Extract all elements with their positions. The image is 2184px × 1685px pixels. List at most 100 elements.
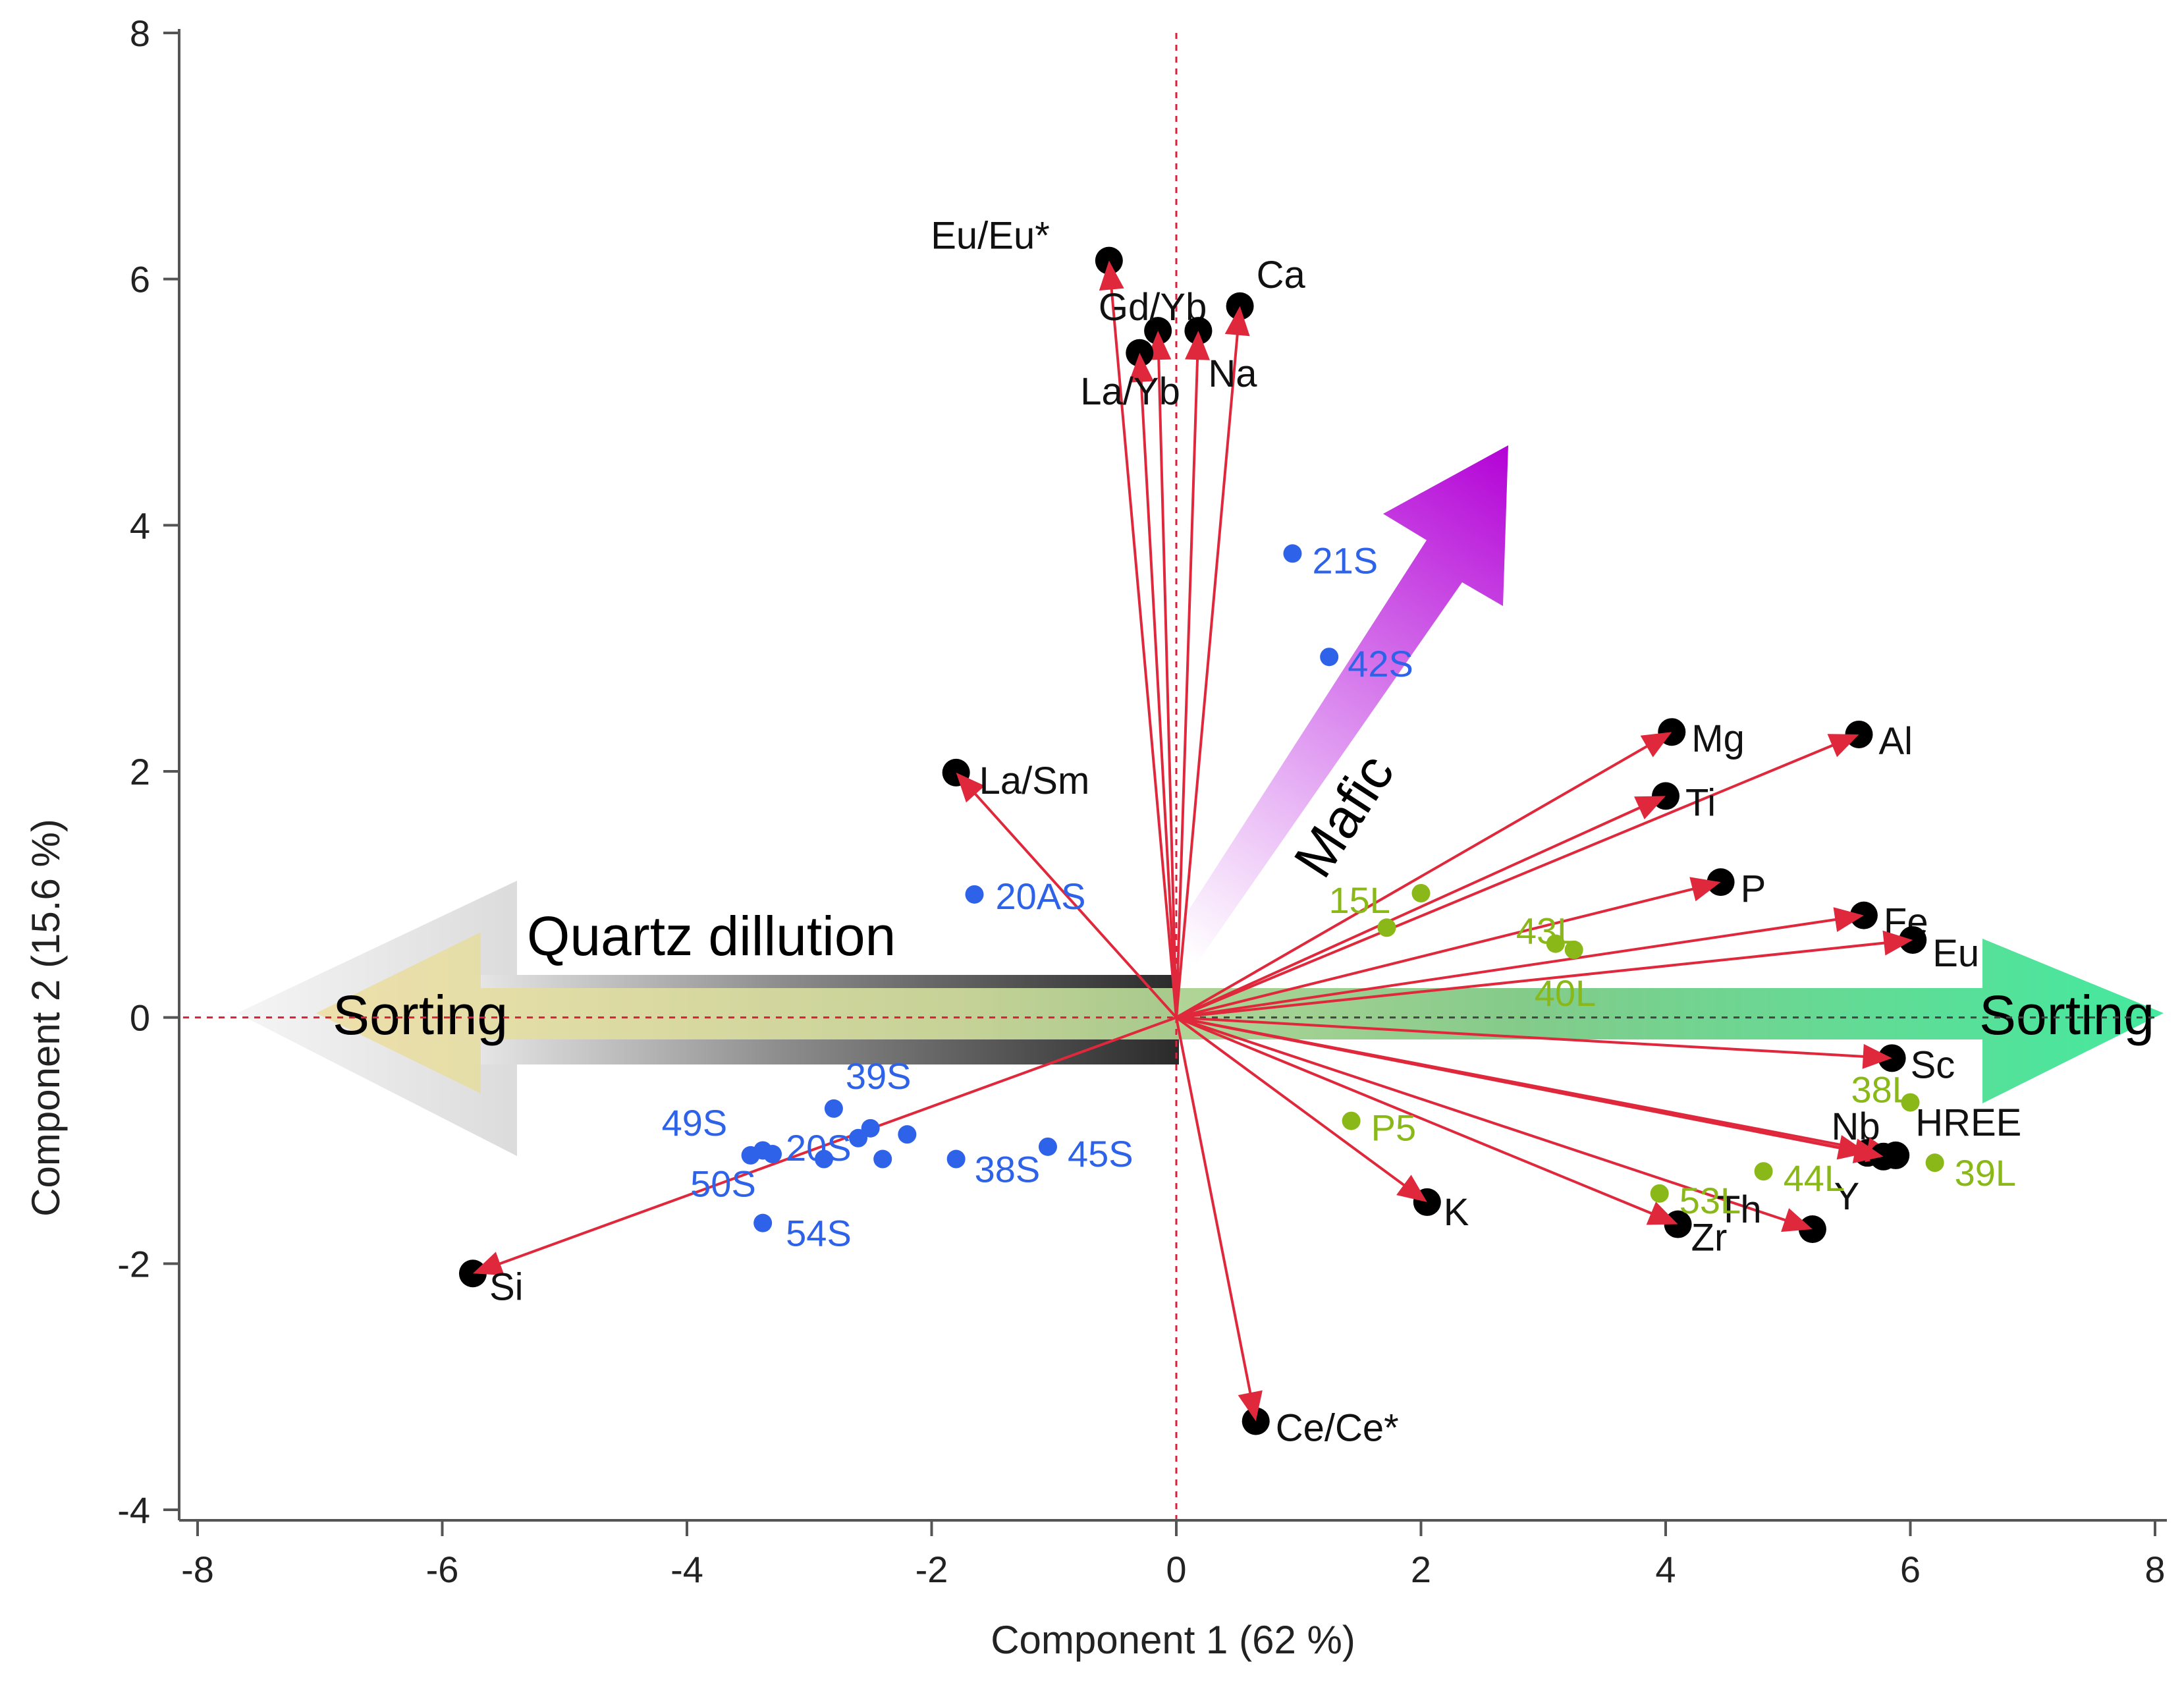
sorting-left-label: Sorting [333, 984, 508, 1046]
l-sample-p5 [1342, 1111, 1361, 1130]
quartz-dillution-label: Quartz dillution [527, 905, 896, 967]
sample-label-38l: 38L [1851, 1069, 1913, 1111]
loading-label-sc: Sc [1911, 1043, 1955, 1086]
loading-label-ce-ce: Ce/Ce* [1276, 1406, 1399, 1449]
s-sample-38s [946, 1149, 966, 1169]
loading-line-ca [1175, 306, 1242, 1018]
l-sample-15l [1411, 883, 1431, 902]
x-tick-label-4: 0 [1166, 1549, 1186, 1590]
loading-label-hree: HREE [1915, 1101, 2021, 1144]
loading-line-k [1175, 1016, 1428, 1203]
loading-arrowhead-la-yb [1128, 352, 1154, 383]
loading-arrowhead-eu-eu [1099, 260, 1124, 291]
y-tick-label-2: 0 [130, 997, 150, 1039]
loading-label-th: Th [1717, 1188, 1762, 1231]
loading-label-la-sm: La/Sm [979, 760, 1090, 802]
loading-label-y: Y [1834, 1175, 1860, 1218]
loading-line-fe [1176, 914, 1865, 1019]
l-sample-unlabeled-1 [1377, 918, 1396, 937]
mafic-arrow [1172, 445, 1508, 975]
sample-label-15l: 15L [1329, 879, 1390, 921]
sample-label-49s: 49S [662, 1102, 728, 1144]
l-sample-40l [1564, 940, 1583, 959]
loading-line-gd-yb [1157, 331, 1178, 1018]
s-sample-39s [824, 1099, 843, 1118]
s-sample-20as [965, 885, 984, 904]
x-tick-label-8: 8 [2144, 1549, 2165, 1590]
loading-arrowhead-ce-ce [1238, 1390, 1263, 1422]
x-tick-label-1: -6 [426, 1549, 459, 1590]
loading-line-eu [1176, 938, 1913, 1019]
loading-label-eu-eu: Eu/Eu* [931, 215, 1050, 258]
l-sample-38l [1901, 1093, 1920, 1112]
s-sample-45s [1038, 1137, 1057, 1156]
s-sample-unlabeled-7 [815, 1149, 834, 1169]
x-tick-label-0: -8 [181, 1549, 214, 1590]
plot-frame [178, 29, 2167, 1522]
loading-arrowhead-y [1852, 1138, 1884, 1163]
sample-label-21s: 21S [1312, 539, 1378, 581]
x-tick-label-2: -4 [670, 1549, 703, 1590]
loading-arrowhead-ca [1224, 306, 1250, 337]
sample-label-53l: 53L [1679, 1180, 1741, 1221]
loading-arrowhead-al [1827, 734, 1859, 758]
l-sample-39l [1925, 1153, 1944, 1173]
loading-arrowhead-k [1396, 1174, 1427, 1202]
sample-label-39s: 39S [846, 1055, 912, 1097]
y-tick-label-4: 4 [130, 505, 150, 546]
s-sample-unlabeled-5 [849, 1128, 868, 1147]
sample-label-54s: 54S [786, 1213, 852, 1254]
y-tick-label-6: 8 [130, 13, 150, 54]
sample-label-39l: 39L [1955, 1152, 2016, 1194]
l-sample-43l [1546, 934, 1565, 953]
loading-label-si: Si [489, 1265, 524, 1308]
loading-label-eu: Eu [1932, 932, 1979, 975]
s-sample-42s [1320, 648, 1339, 667]
y-tick-label-1: -2 [117, 1243, 150, 1284]
loading-line-si [472, 1016, 1177, 1275]
l-sample-44l [1754, 1162, 1773, 1181]
loading-line-sc [1176, 1016, 1892, 1060]
sample-label-20s: 20S [786, 1127, 852, 1169]
loading-label-ca: Ca [1257, 254, 1306, 296]
loading-line-zr [1176, 1016, 1679, 1226]
loading-label-mg: Mg [1691, 717, 1745, 760]
sample-label-38s: 38S [975, 1149, 1041, 1190]
s-sample-unlabeled-6 [898, 1125, 917, 1144]
zero-reference-lines [171, 33, 2155, 1520]
loading-line-p [1176, 881, 1722, 1019]
loading-label-la-yb: La/Yb [1080, 370, 1180, 413]
l-sample-53l [1650, 1184, 1669, 1203]
loading-arrowhead-ti [1634, 796, 1666, 819]
loading-arrowhead-na [1185, 331, 1211, 360]
sample-label-p5: P5 [1371, 1107, 1417, 1149]
loading-arrowhead-th [1781, 1208, 1813, 1232]
sample-label-45s: 45S [1068, 1133, 1133, 1174]
axis-ticks: -8 -6 -4 -2 0 2 4 6 8 -4 -2 0 2 4 6 8 [117, 13, 2165, 1590]
loading-line-y [1176, 1016, 1884, 1158]
s-sample-21s [1283, 544, 1302, 563]
x-tick-label-5: 2 [1411, 1549, 1431, 1590]
y-tick-label-0: -4 [117, 1489, 150, 1531]
s-sample-unlabeled-8 [873, 1149, 892, 1169]
sorting-right-label: Sorting [1979, 984, 2154, 1046]
loading-arrowhead-la-sm [956, 772, 985, 803]
loading-label-k: K [1444, 1191, 1469, 1234]
loading-line-la-sm [955, 771, 1178, 1019]
loading-label-al: Al [1878, 720, 1913, 763]
loading-line-ce-ce [1175, 1017, 1257, 1422]
s-sample-54s [753, 1213, 773, 1232]
loading-arrowhead-sc [1862, 1043, 1892, 1069]
loading-label-zr: Zr [1691, 1217, 1728, 1259]
loading-line-la-yb [1138, 352, 1178, 1018]
y-tick-label-5: 6 [130, 259, 150, 300]
loading-label-na: Na [1208, 352, 1257, 395]
s-sample-unlabeled-4 [861, 1119, 880, 1138]
x-tick-label-7: 6 [1900, 1549, 1921, 1590]
sample-label-42s: 42S [1348, 643, 1413, 684]
sample-label-50s: 50S [690, 1163, 756, 1204]
loading-line-th [1176, 1016, 1813, 1230]
loading-arrowhead-fe [1833, 907, 1864, 932]
sample-label-40l: 40L [1535, 972, 1596, 1014]
